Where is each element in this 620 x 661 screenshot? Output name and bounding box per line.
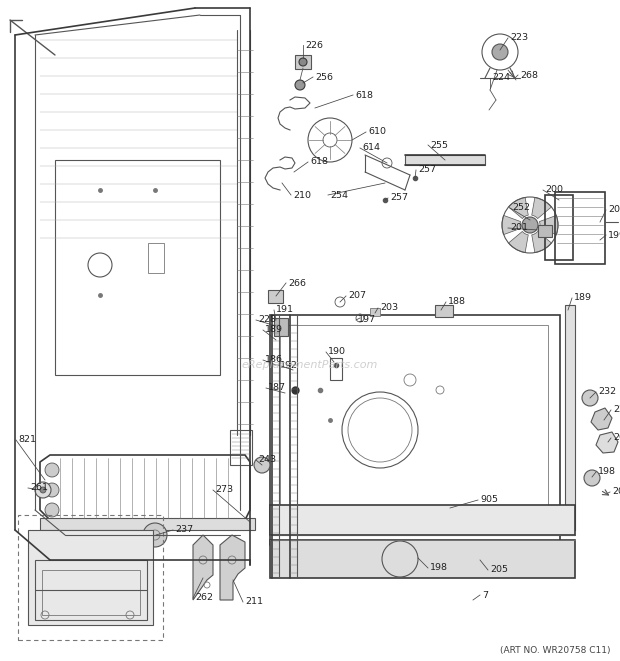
Text: 207: 207 — [348, 292, 366, 301]
Text: 905: 905 — [480, 496, 498, 504]
Text: 252: 252 — [512, 204, 530, 212]
Text: 200: 200 — [545, 186, 563, 194]
Text: 268: 268 — [520, 71, 538, 79]
Text: 198: 198 — [598, 467, 616, 477]
Text: 198: 198 — [430, 563, 448, 572]
Circle shape — [254, 457, 270, 473]
Circle shape — [492, 44, 508, 60]
Circle shape — [299, 58, 307, 66]
Text: 227: 227 — [613, 405, 620, 414]
Circle shape — [40, 487, 46, 493]
Wedge shape — [508, 231, 528, 253]
Text: 243: 243 — [258, 455, 276, 465]
Text: 232: 232 — [598, 387, 616, 397]
Text: 254: 254 — [330, 190, 348, 200]
Bar — [18, 515, 163, 640]
Text: 190: 190 — [328, 348, 346, 356]
Text: 211: 211 — [245, 598, 263, 607]
Text: 261: 261 — [30, 483, 48, 492]
Circle shape — [582, 390, 598, 406]
Circle shape — [45, 483, 59, 497]
Text: 257: 257 — [418, 165, 436, 175]
Text: 197: 197 — [358, 315, 376, 325]
Text: 618: 618 — [310, 157, 328, 167]
Text: 223: 223 — [510, 34, 528, 42]
Text: 821: 821 — [18, 436, 36, 444]
Circle shape — [584, 470, 600, 486]
Wedge shape — [532, 198, 551, 219]
Text: 205: 205 — [612, 488, 620, 496]
Bar — [55, 160, 220, 375]
Text: 262: 262 — [195, 594, 213, 602]
Bar — [295, 55, 311, 69]
Bar — [280, 325, 548, 535]
Text: 191: 191 — [276, 305, 294, 315]
Wedge shape — [532, 231, 551, 253]
Text: 224: 224 — [492, 73, 510, 83]
Wedge shape — [508, 198, 528, 219]
Text: 201: 201 — [510, 223, 528, 233]
Circle shape — [522, 217, 538, 233]
Wedge shape — [502, 215, 521, 235]
Text: 257: 257 — [390, 194, 408, 202]
Polygon shape — [596, 432, 618, 453]
Bar — [330, 358, 342, 380]
Bar — [565, 305, 575, 530]
Text: 187: 187 — [268, 383, 286, 393]
Polygon shape — [193, 535, 213, 600]
Circle shape — [143, 523, 167, 547]
Circle shape — [45, 503, 59, 517]
Text: 204: 204 — [608, 206, 620, 215]
Text: 273: 273 — [215, 485, 233, 494]
Text: 610: 610 — [368, 128, 386, 137]
Text: 256: 256 — [315, 73, 333, 81]
Text: 7: 7 — [482, 590, 488, 600]
Text: 189: 189 — [265, 325, 283, 334]
Bar — [274, 318, 288, 336]
Bar — [370, 308, 380, 316]
Text: 189: 189 — [574, 293, 592, 303]
Bar — [230, 430, 252, 465]
Text: eReplacementParts.com: eReplacementParts.com — [242, 360, 378, 370]
Text: 266: 266 — [288, 278, 306, 288]
Text: 205: 205 — [490, 566, 508, 574]
Text: 618: 618 — [355, 91, 373, 100]
Circle shape — [45, 463, 59, 477]
Polygon shape — [220, 535, 245, 600]
Text: 202: 202 — [613, 434, 620, 442]
Polygon shape — [591, 408, 612, 430]
Bar — [270, 540, 575, 578]
Circle shape — [295, 80, 305, 90]
Bar — [545, 195, 573, 260]
Bar — [405, 155, 485, 165]
Bar — [42, 570, 140, 615]
Circle shape — [35, 482, 51, 498]
Text: 203: 203 — [380, 303, 398, 313]
Text: 192: 192 — [280, 360, 298, 369]
Bar — [270, 505, 575, 535]
Text: 614: 614 — [362, 143, 380, 153]
Text: 199: 199 — [608, 231, 620, 239]
Text: 255: 255 — [430, 141, 448, 149]
Text: 188: 188 — [448, 297, 466, 307]
Text: 237: 237 — [175, 525, 193, 535]
Bar — [435, 305, 453, 317]
Bar — [40, 518, 255, 530]
Bar — [555, 192, 605, 264]
Bar — [148, 243, 164, 273]
Wedge shape — [539, 215, 558, 235]
Bar — [538, 225, 552, 237]
Bar — [268, 290, 283, 303]
Text: 210: 210 — [293, 190, 311, 200]
Bar — [35, 560, 147, 620]
Bar — [270, 315, 560, 545]
Text: 228: 228 — [258, 315, 276, 325]
Text: 226: 226 — [305, 40, 323, 50]
Bar — [28, 530, 153, 625]
Text: (ART NO. WR20758 C11): (ART NO. WR20758 C11) — [500, 646, 610, 655]
Text: 186: 186 — [265, 356, 283, 364]
